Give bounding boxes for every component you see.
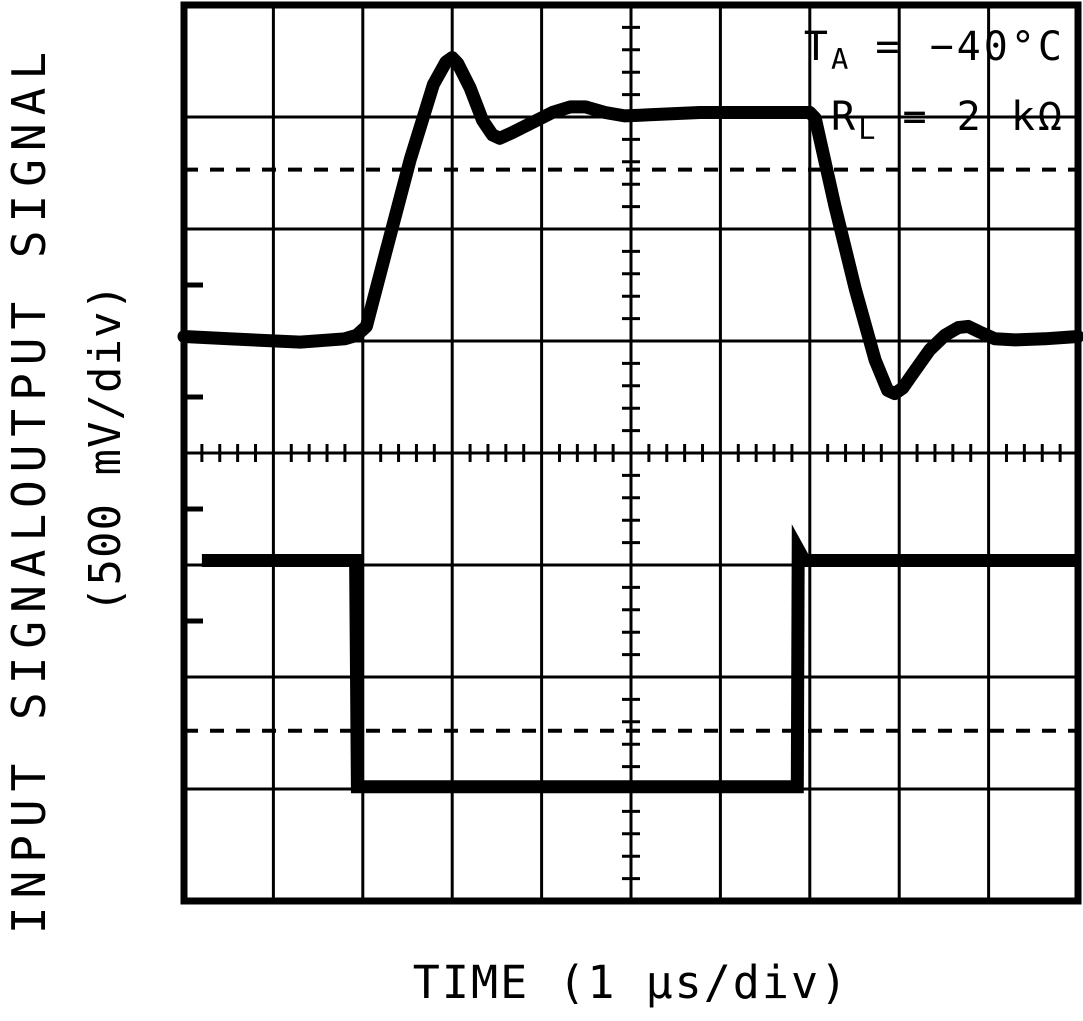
vertical-scale-label: (500 mV/div): [80, 283, 131, 613]
waveform-traces: [177, 51, 1083, 794]
output-signal-trace: [177, 51, 1083, 401]
input-signal-label: INPUT SIGNAL: [2, 505, 56, 935]
input-signal-trace: [201, 524, 1078, 794]
annotation-ta-value: = −40°C: [848, 24, 1065, 70]
annotation-rl-value: = 2 kΩ: [875, 94, 1065, 140]
annotation-rl-subscript: L: [858, 112, 876, 146]
scope-border: [180, 1, 1082, 905]
annotation-ta-subscript: A: [831, 42, 849, 76]
output-signal-label: OUTPUT SIGNAL: [2, 43, 56, 509]
time-axis-label: TIME (1 µs/div): [412, 956, 850, 1009]
annotation-ta-symbol: T: [803, 24, 831, 70]
annotation-ambient-temperature: TA = −40°C: [804, 24, 1065, 82]
grid-minor-ticks: [200, 25, 1062, 881]
reference-dashed-lines: [184, 167, 1078, 733]
annotation-rl-symbol: R: [830, 94, 859, 140]
annotation-load-resistance: RL = 2 kΩ: [831, 94, 1065, 152]
